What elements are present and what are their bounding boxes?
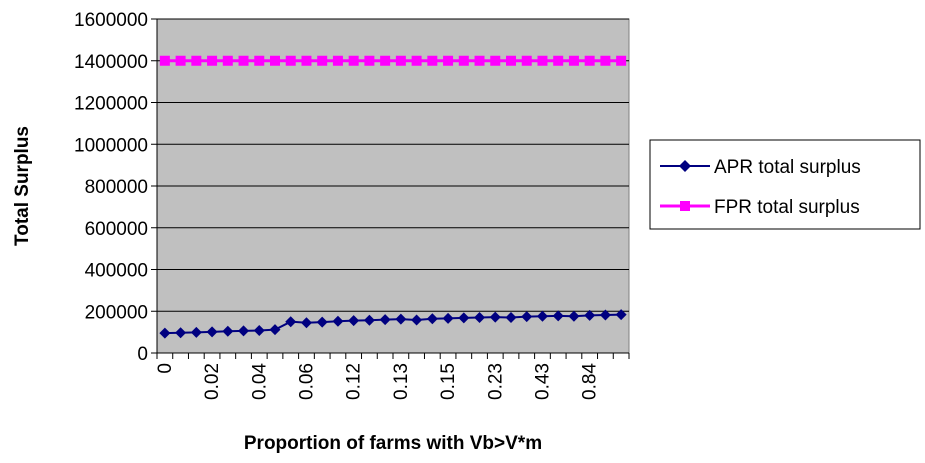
- data-point: [238, 55, 249, 66]
- legend-label: APR total surplus: [714, 157, 861, 178]
- data-point: [536, 310, 548, 322]
- y-tick-label: 1200000: [74, 94, 148, 115]
- data-point: [521, 311, 533, 323]
- data-point: [332, 315, 344, 327]
- data-point: [505, 312, 517, 324]
- data-point: [411, 314, 423, 326]
- data-point: [269, 324, 281, 336]
- y-axis-title: Total Surplus: [12, 126, 33, 246]
- data-point: [159, 55, 170, 66]
- legend-marker: [680, 201, 690, 211]
- data-point: [190, 326, 202, 338]
- x-tick-label: 0.12: [344, 363, 365, 400]
- legend-marker: [679, 160, 691, 172]
- legend-item: APR total surplus: [660, 157, 861, 178]
- data-point: [600, 55, 611, 66]
- data-point: [348, 315, 360, 327]
- data-point: [568, 55, 579, 66]
- data-point: [175, 55, 186, 66]
- data-point: [285, 316, 297, 328]
- y-tick-label: 400000: [85, 261, 148, 282]
- data-point: [395, 313, 407, 325]
- data-point: [537, 55, 548, 66]
- data-point: [316, 316, 328, 328]
- data-point: [285, 55, 296, 66]
- data-point: [474, 312, 486, 324]
- data-point: [238, 325, 250, 337]
- data-point: [615, 309, 627, 321]
- y-tick-label: 1600000: [74, 10, 148, 31]
- data-point: [159, 327, 171, 339]
- data-point: [364, 55, 375, 66]
- data-point: [442, 312, 454, 324]
- x-tick-label: 0.43: [532, 363, 553, 400]
- data-point: [521, 55, 532, 66]
- data-point: [599, 309, 611, 321]
- data-point: [584, 55, 595, 66]
- x-tick-label: 0.15: [438, 363, 459, 400]
- data-point: [553, 55, 564, 66]
- data-point: [222, 325, 234, 337]
- data-point: [300, 317, 312, 329]
- y-tick-label: 200000: [85, 302, 148, 323]
- data-point: [207, 55, 218, 66]
- data-point: [332, 55, 343, 66]
- x-tick-label: 0.04: [249, 363, 270, 400]
- data-point: [443, 55, 454, 66]
- y-tick-label: 1400000: [74, 52, 148, 73]
- data-point: [175, 327, 187, 339]
- y-tick-labels: 0 200000 400000 600000 800000 1000000 1200000 1…: [74, 10, 148, 365]
- x-tick-label: 0.02: [202, 363, 223, 400]
- x-tick-label: 0.13: [391, 363, 412, 400]
- legend-label: FPR total surplus: [714, 197, 860, 218]
- y-tick-label: 600000: [85, 219, 148, 240]
- data-point: [427, 55, 438, 66]
- data-point: [380, 55, 391, 66]
- data-point: [191, 55, 202, 66]
- legend-item: FPR total surplus: [660, 197, 860, 218]
- y-tick-label: 1000000: [74, 135, 148, 156]
- x-axis-title: Proportion of farms with Vb>V*m: [244, 433, 542, 454]
- x-tick-label: 0.06: [296, 363, 317, 400]
- data-point: [395, 55, 406, 66]
- data-point: [458, 312, 470, 324]
- data-point: [584, 309, 596, 321]
- data-point: [426, 313, 438, 325]
- x-tick-labels: 0 0.02 0.04 0.06 0.12 0.13 0.15 0.23 0.43 0.84: [155, 363, 601, 400]
- y-tick-label: 800000: [85, 177, 148, 198]
- y-tick-label: 0: [137, 344, 148, 365]
- data-point: [301, 55, 312, 66]
- data-point: [568, 310, 580, 322]
- x-tick-label: 0.84: [580, 363, 601, 400]
- data-point: [317, 55, 328, 66]
- data-point: [379, 314, 391, 326]
- data-point: [411, 55, 422, 66]
- data-point: [270, 55, 280, 66]
- data-point: [254, 55, 265, 66]
- data-point: [363, 314, 375, 326]
- data-point: [506, 55, 516, 66]
- axes: [151, 18, 630, 359]
- data-point: [489, 311, 501, 323]
- legend-box: [649, 139, 921, 230]
- data-point: [348, 55, 359, 66]
- legend: APR total surplus FPR total surplus: [649, 139, 921, 230]
- data-point: [616, 55, 627, 66]
- data-point: [222, 55, 233, 66]
- x-tick-label: 0: [155, 363, 176, 374]
- data-point: [474, 55, 485, 66]
- data-point: [552, 310, 564, 322]
- series-layer: [159, 55, 627, 339]
- x-tick-label: 0.23: [485, 363, 506, 400]
- data-point: [253, 324, 265, 336]
- data-point: [206, 326, 218, 338]
- data-point: [490, 55, 501, 66]
- data-point: [458, 55, 469, 66]
